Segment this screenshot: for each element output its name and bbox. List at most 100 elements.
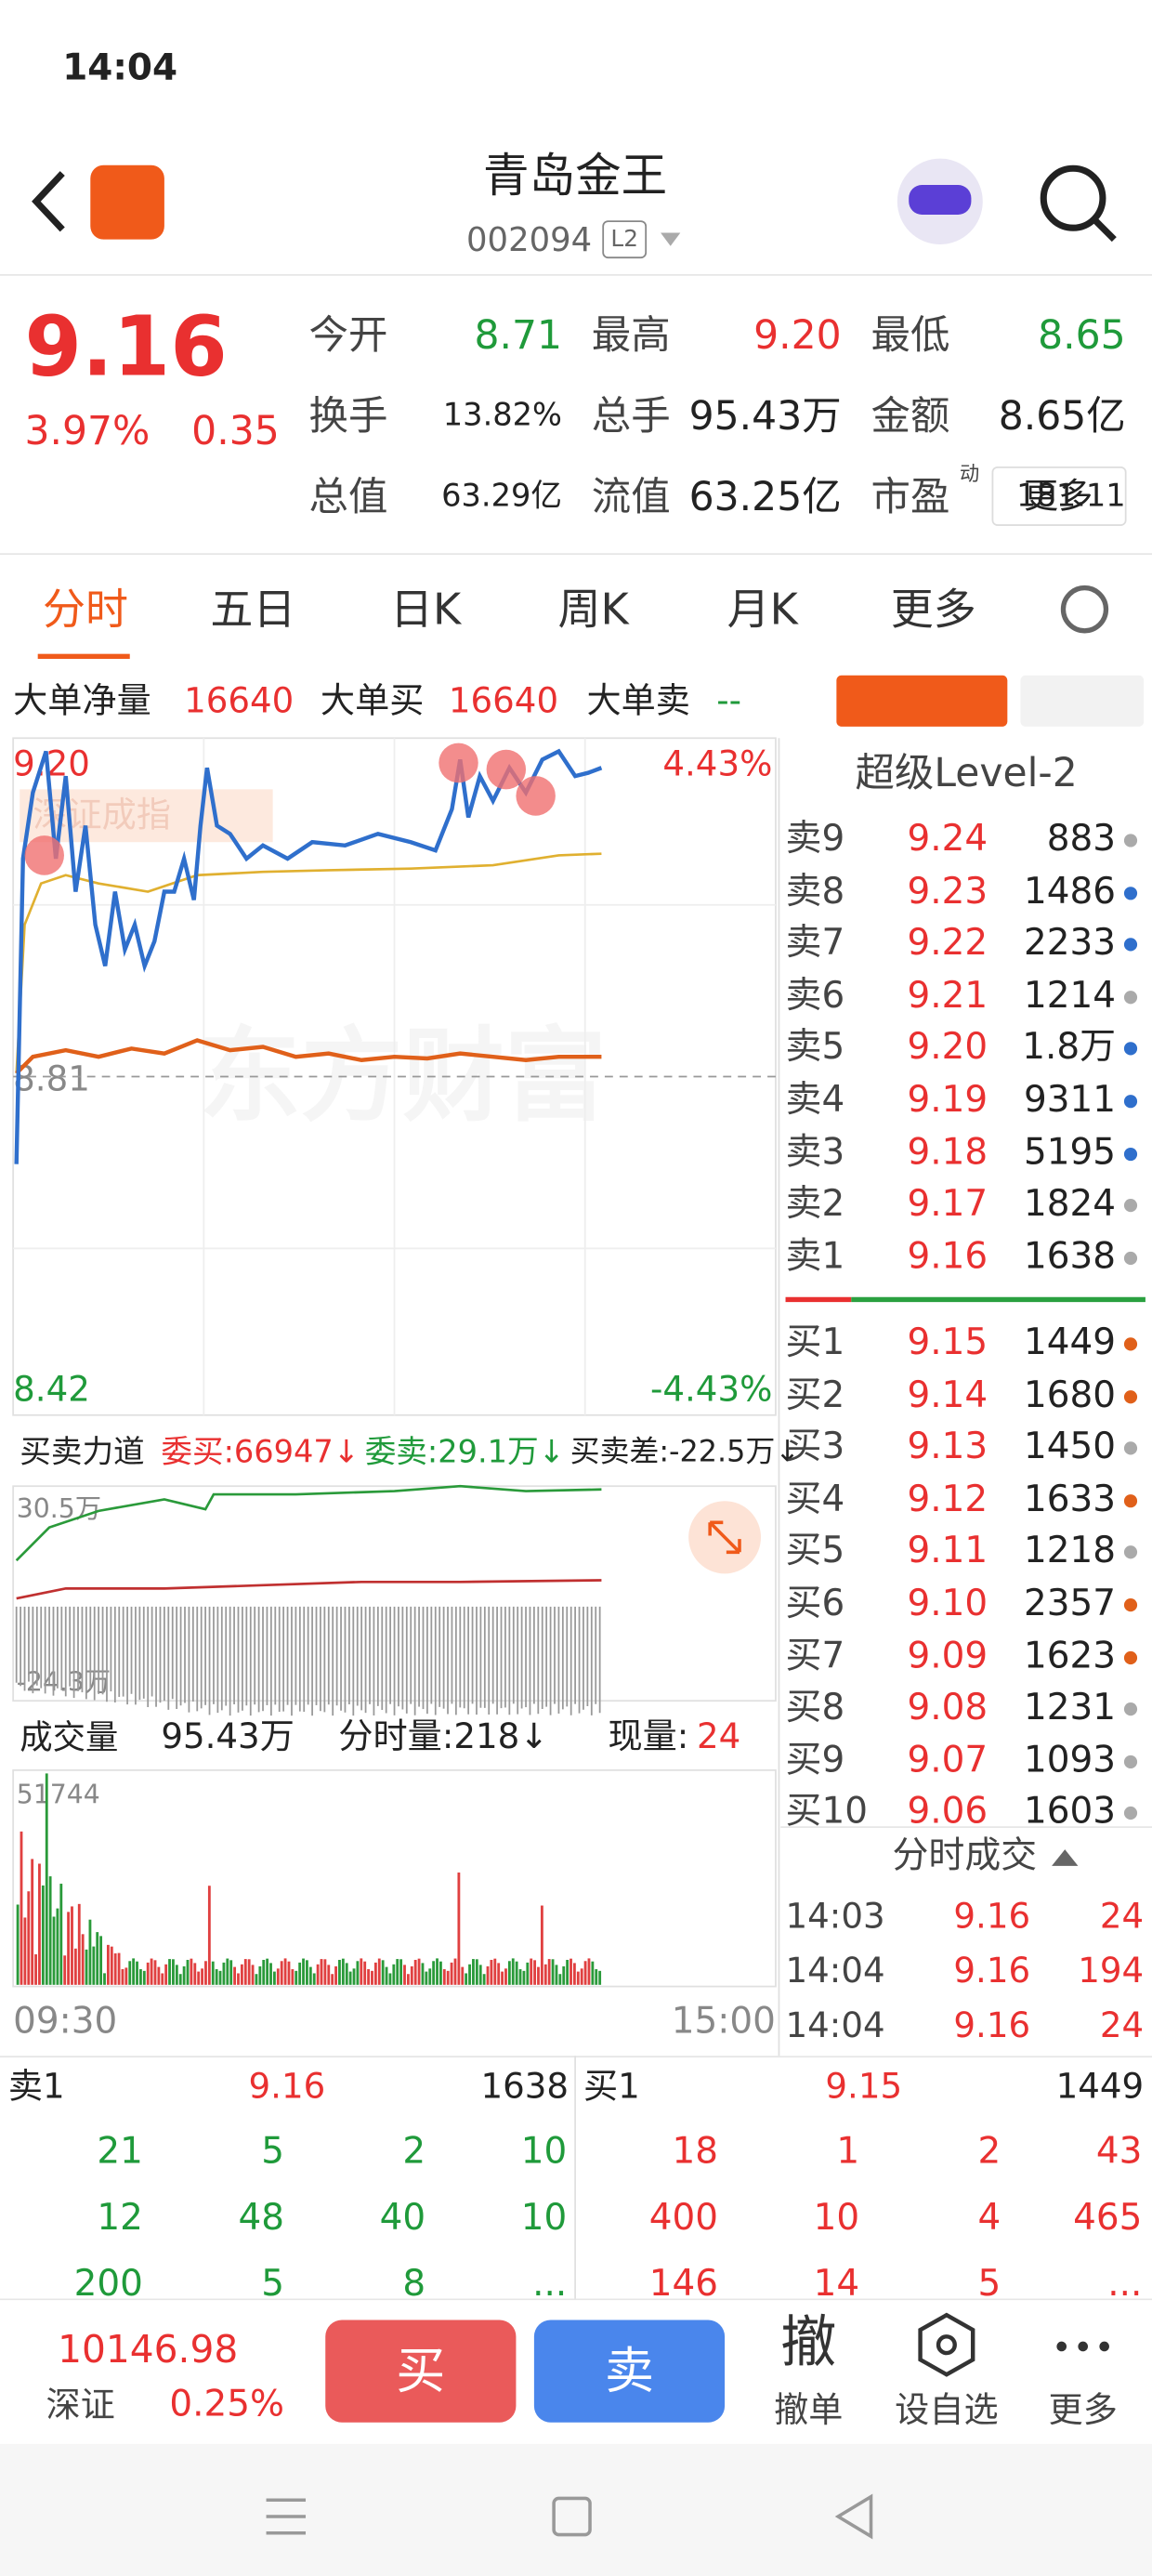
logo: [90, 164, 164, 240]
volume-current: 24: [697, 1716, 741, 1756]
volume-bar: [338, 1960, 341, 1985]
volume-bar: [580, 1968, 583, 1985]
more-label[interactable]: 更多: [1048, 2390, 1118, 2430]
book-volume: 1680: [1024, 1374, 1117, 1416]
book-volume: 2233: [1024, 923, 1117, 966]
trades-title: 分时成交: [892, 1835, 1038, 1878]
volume-bar: [367, 1969, 371, 1985]
price-axis: 8.81: [13, 1058, 90, 1099]
tab[interactable]: 月K: [727, 585, 798, 637]
volume-bar: [490, 1960, 493, 1985]
detail-button-bg[interactable]: [1020, 675, 1145, 727]
volume-bar: [150, 1958, 153, 1985]
volume-bar: [48, 1876, 52, 1985]
volume-bar: [312, 1973, 316, 1985]
big-order-value: --: [716, 680, 742, 721]
book-volume: 1214: [1024, 975, 1117, 1018]
search-button[interactable]: [1040, 164, 1106, 231]
volume-bar: [117, 1952, 121, 1985]
watch-label[interactable]: 设自选: [895, 2390, 999, 2430]
volume-bar: [428, 1968, 432, 1985]
watch-icon[interactable]: [918, 2312, 975, 2377]
volume-bar: [450, 1962, 453, 1985]
queue-label: 卖1: [7, 2066, 65, 2107]
buy-button[interactable]: [325, 2320, 517, 2423]
trade-time: 14:03: [785, 1896, 885, 1937]
tab[interactable]: 日K: [390, 585, 462, 637]
queue-order: 43: [1095, 2131, 1143, 2174]
tab[interactable]: 分时: [42, 585, 128, 637]
book-volume: 1623: [1024, 1636, 1117, 1677]
volume-bar: [465, 1973, 468, 1985]
book-price: 9.07: [907, 1740, 988, 1781]
cancel-label[interactable]: 撤单: [774, 2390, 844, 2430]
buy-label[interactable]: 买: [396, 2343, 446, 2401]
volume-bar: [334, 1965, 337, 1985]
volume-bar: [266, 1958, 269, 1985]
index-name: 深证: [46, 2385, 115, 2425]
field-value: 9.20: [753, 311, 842, 359]
queue-order: 14: [813, 2264, 860, 2306]
volume-bar: [373, 1962, 377, 1985]
book-label: 买4: [785, 1479, 845, 1521]
volume-bar: [555, 1965, 558, 1985]
nav-icons[interactable]: [266, 2493, 873, 2540]
more-button-bg[interactable]: [991, 466, 1127, 526]
field-label: 换手: [308, 392, 388, 440]
volume-bar: [421, 1963, 425, 1985]
trade-price: 9.16: [953, 1951, 1031, 1991]
more-button[interactable]: 更多: [1024, 476, 1093, 517]
queue-label: 买1: [583, 2066, 640, 2107]
field-label: 最高: [591, 311, 671, 359]
field-label: 金额: [871, 392, 950, 440]
volume-bar: [406, 1974, 410, 1985]
volume-current-label: 现量:: [608, 1716, 689, 1756]
book-price: 9.11: [907, 1531, 988, 1573]
tab[interactable]: 五日: [210, 585, 296, 637]
volume-bar: [124, 1967, 128, 1985]
book-price: 9.21: [907, 975, 988, 1018]
close-button-bg[interactable]: [836, 675, 1008, 727]
volume-bar: [518, 1969, 522, 1985]
field-label: 今开: [308, 311, 388, 359]
book-volume: 1231: [1024, 1688, 1117, 1729]
volume-bar: [27, 1891, 31, 1985]
queue-order: 2: [977, 2131, 1001, 2174]
volume-bar: [247, 1959, 251, 1985]
sell-button[interactable]: [533, 2320, 726, 2423]
index-value: 10146.98: [58, 2329, 239, 2372]
cancel-icon[interactable]: 撤: [780, 2309, 837, 2376]
volume-bar: [178, 1974, 182, 1985]
trade-price: 9.16: [953, 1896, 1031, 1937]
settings-button[interactable]: [1060, 585, 1109, 634]
volume-bar: [583, 1961, 587, 1985]
indicator-bars: [15, 1606, 601, 1716]
volume-bar: [377, 1958, 381, 1985]
tab[interactable]: 更多: [890, 585, 976, 637]
book-price: 9.22: [907, 923, 988, 966]
divider: [0, 553, 1152, 556]
more-icon[interactable]: [1056, 2341, 1110, 2352]
volume-bar: [540, 1905, 543, 1985]
queue-order: ...: [1107, 2264, 1143, 2306]
book-clip: [780, 1826, 1152, 2057]
book-volume: 1633: [1024, 1479, 1117, 1521]
field-value: 13.82%: [442, 397, 562, 434]
volume-bar: [533, 1960, 537, 1985]
book-label: 买8: [785, 1688, 845, 1729]
volume-bar: [345, 1963, 348, 1985]
volume-bars: [16, 1773, 602, 1985]
back-button[interactable]: [32, 171, 65, 232]
field-value: 63.25亿: [688, 473, 842, 520]
tab[interactable]: 周K: [557, 585, 629, 637]
sell-label[interactable]: 卖: [604, 2343, 655, 2401]
volume-bar: [88, 1919, 92, 1985]
volume-bar: [276, 1968, 280, 1985]
volume-minute: 分时量:218↓: [338, 1716, 549, 1756]
volume-bar: [436, 1958, 439, 1985]
volume-bar: [587, 1958, 591, 1985]
volume-bar: [218, 1970, 222, 1985]
volume-bar: [316, 1964, 320, 1985]
volume-bar: [439, 1961, 442, 1985]
queue-order: 4: [977, 2198, 1001, 2240]
